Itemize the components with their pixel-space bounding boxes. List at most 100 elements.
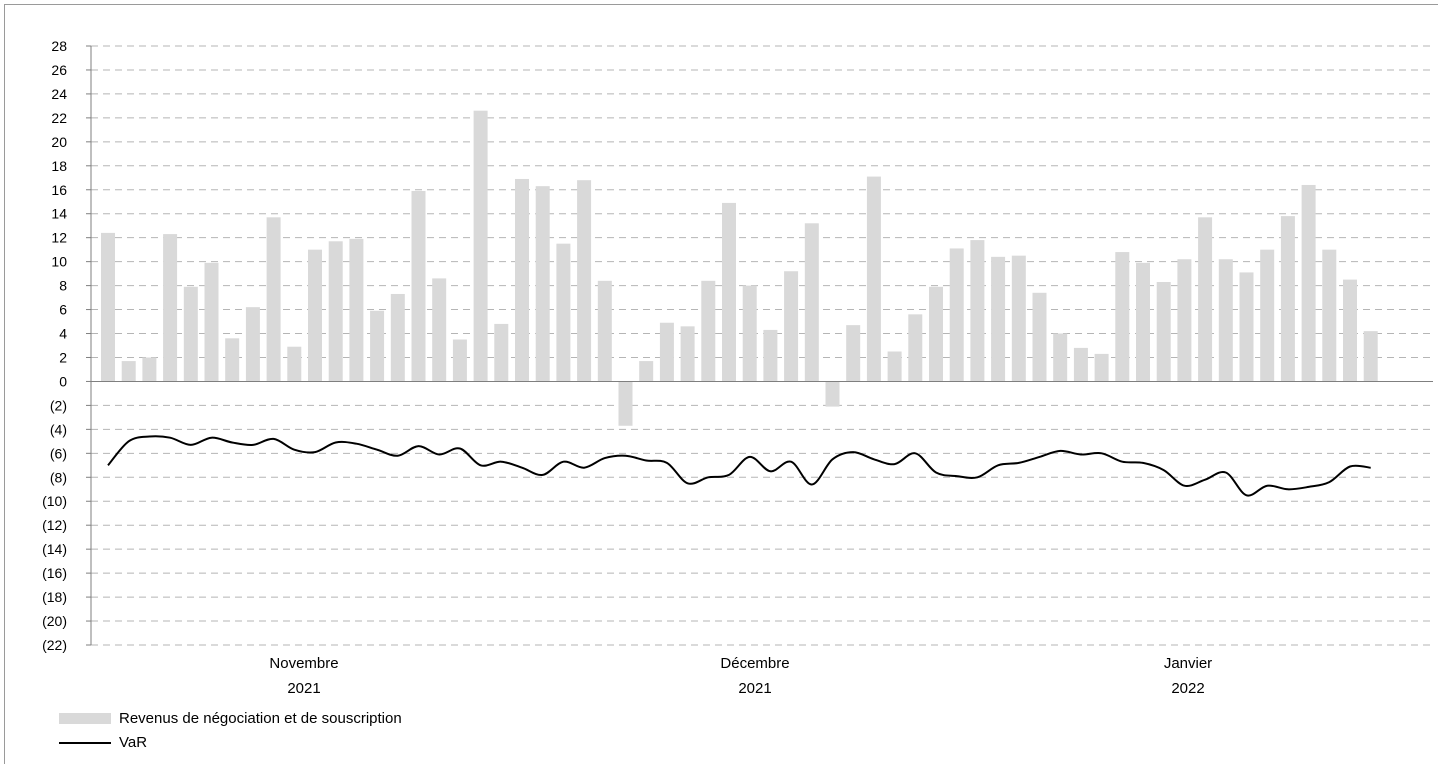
- axes: [86, 45, 1433, 646]
- bar: [1301, 184, 1316, 382]
- bar: [1073, 347, 1088, 382]
- y-tick-label: (6): [50, 445, 67, 461]
- y-tick-label: (2): [50, 397, 67, 413]
- y-tick-label: (18): [42, 589, 67, 605]
- bar-series: [101, 110, 1378, 426]
- bar: [846, 325, 861, 382]
- bar: [866, 176, 881, 382]
- x-axis-month-label: Novembre: [269, 655, 338, 672]
- bar: [432, 278, 447, 382]
- bar: [390, 293, 405, 382]
- legend-bar-swatch: [59, 713, 111, 724]
- bar: [245, 307, 260, 382]
- bar: [266, 217, 281, 382]
- bar: [1322, 249, 1337, 382]
- bar: [1260, 249, 1275, 382]
- bar: [370, 310, 385, 382]
- y-tick-label: (20): [42, 613, 67, 629]
- bar: [1218, 259, 1233, 382]
- y-tick-label: 22: [51, 110, 67, 126]
- bar: [142, 357, 157, 382]
- y-tick-label: 10: [51, 254, 67, 270]
- var-line: [107, 435, 1371, 497]
- y-tick-label: (14): [42, 541, 67, 557]
- bar: [639, 361, 654, 382]
- bar: [991, 256, 1006, 382]
- chart-frame: 28 26 24 22 20 18 16 14 12 10 8 6 4 2 0 (2) (4) (6) (8) (10…: [4, 4, 1438, 764]
- y-tick-label: (22): [42, 637, 67, 653]
- x-axis-month-label: Janvier: [1164, 655, 1212, 672]
- bar: [1115, 252, 1130, 382]
- bar: [1343, 279, 1357, 382]
- y-tick-label: 6: [59, 302, 67, 318]
- bar: [535, 186, 550, 382]
- bar: [411, 190, 426, 382]
- legend-bar-label: Revenus de négociation et de souscriptio…: [119, 710, 402, 727]
- y-tick-label: (16): [42, 565, 67, 581]
- bar: [225, 338, 240, 382]
- bar: [308, 249, 322, 382]
- y-tick-label: 8: [59, 278, 67, 294]
- bar: [473, 110, 488, 382]
- y-tick-label: 14: [51, 206, 67, 222]
- bar: [1136, 262, 1150, 382]
- legend-line-swatch: [59, 741, 111, 744]
- y-tick-label: 2: [59, 349, 67, 365]
- bar: [121, 361, 136, 382]
- legend-line-label: VaR: [119, 734, 148, 751]
- y-tick-label: 4: [59, 326, 67, 342]
- y-tick-label: (10): [42, 493, 67, 509]
- bar: [452, 339, 467, 382]
- bar: [1177, 259, 1192, 382]
- bar: [701, 280, 716, 382]
- y-tick-label: (4): [50, 421, 67, 437]
- bar: [204, 262, 219, 382]
- bar: [1053, 333, 1068, 382]
- bar: [825, 381, 840, 407]
- y-tick-label: 20: [51, 134, 67, 150]
- bar: [515, 178, 529, 382]
- y-tick-label: (8): [50, 469, 67, 485]
- bar: [742, 285, 757, 382]
- y-tick-label: (12): [42, 517, 67, 533]
- y-axis-ticks: 2826242220181614121086420(2)(4)(6)(8)(10…: [42, 38, 67, 653]
- bar: [1363, 331, 1378, 382]
- y-tick-label: 0: [59, 373, 67, 389]
- bar: [1156, 282, 1171, 382]
- bar: [163, 234, 178, 382]
- bar: [349, 238, 364, 382]
- legend-item-var: VaR: [59, 734, 147, 751]
- bar: [328, 241, 343, 382]
- bar: [763, 329, 778, 382]
- x-axis-year-label: 2021: [287, 680, 320, 697]
- bar: [804, 223, 819, 382]
- x-axis-year-label: 2022: [1171, 680, 1204, 697]
- y-tick-label: 18: [51, 158, 67, 174]
- bar: [618, 381, 633, 426]
- bar: [784, 271, 799, 382]
- y-tick-label: 28: [51, 38, 67, 54]
- bar: [722, 202, 736, 382]
- bar: [101, 232, 115, 382]
- bar: [1239, 272, 1254, 382]
- legend-item-revenue: Revenus de négociation et de souscriptio…: [59, 710, 402, 727]
- bar: [494, 323, 509, 382]
- bar: [556, 243, 571, 382]
- y-tick-label: 12: [51, 230, 67, 246]
- bar: [1280, 216, 1295, 382]
- bar: [1032, 292, 1047, 382]
- bar: [970, 240, 985, 382]
- bar: [183, 286, 198, 382]
- y-tick-label: 26: [51, 62, 67, 78]
- bar: [908, 314, 923, 382]
- chart-svg: 2826242220181614121086420(2)(4)(6)(8)(10…: [42, 38, 1433, 697]
- x-axis-month-label: Décembre: [720, 655, 789, 672]
- bar: [1011, 255, 1026, 382]
- bar: [577, 180, 592, 382]
- bar: [287, 346, 302, 382]
- x-axis-year-label: 2021: [738, 680, 771, 697]
- bar: [659, 322, 674, 382]
- bar: [949, 248, 964, 382]
- bar: [1094, 353, 1109, 382]
- bar: [1198, 217, 1213, 382]
